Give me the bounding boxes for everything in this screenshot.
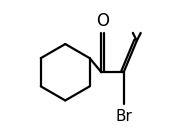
Text: Br: Br: [115, 109, 132, 124]
Text: O: O: [96, 12, 109, 30]
